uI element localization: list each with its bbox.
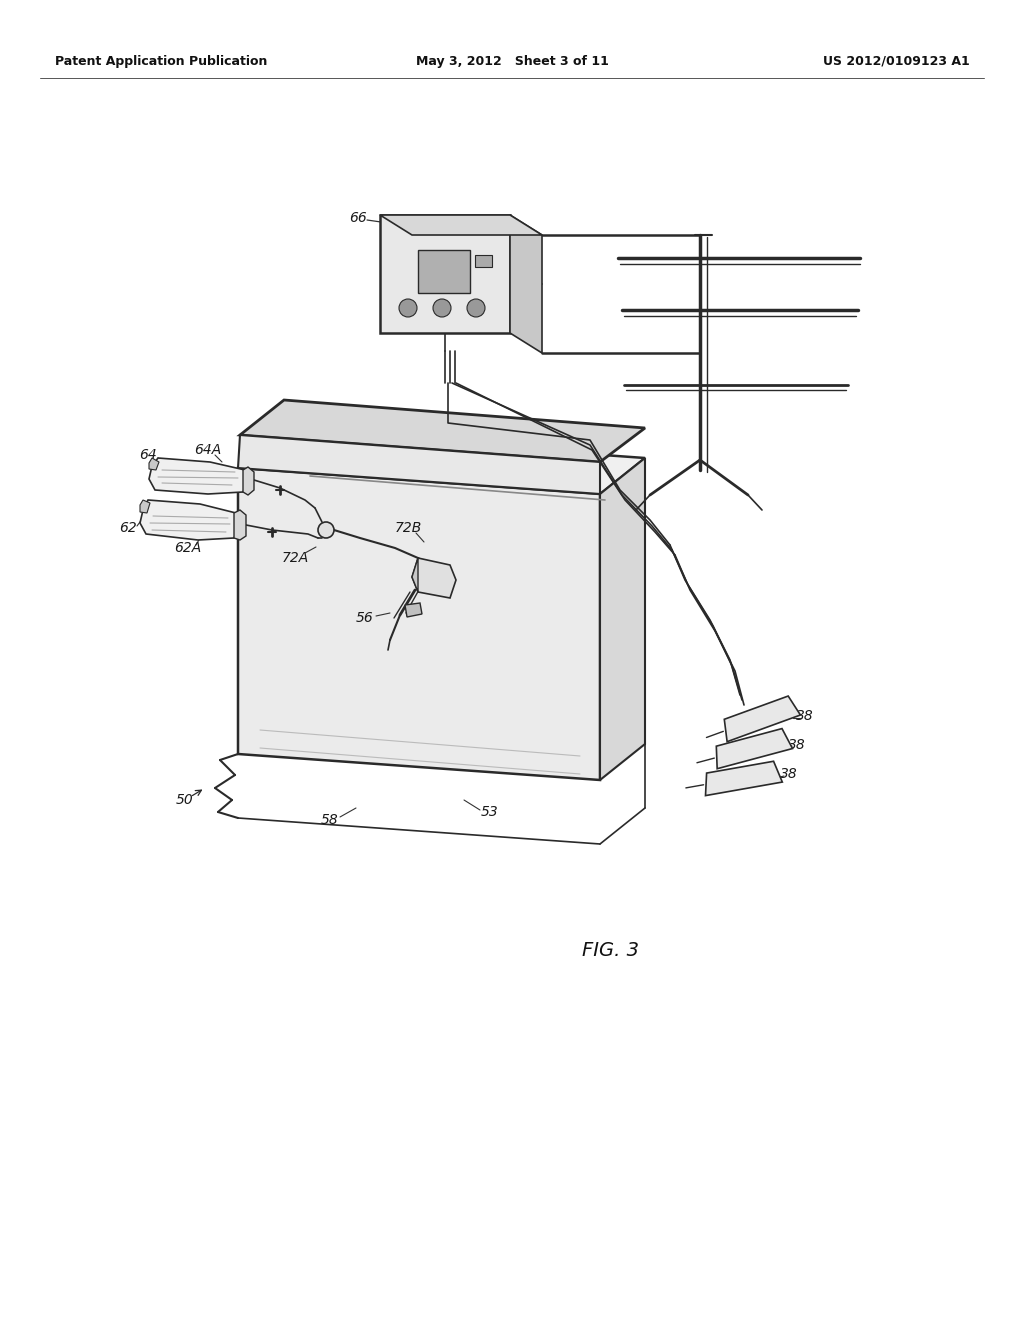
Text: S: S — [438, 263, 451, 281]
Polygon shape — [238, 436, 600, 494]
Polygon shape — [150, 458, 248, 494]
Polygon shape — [724, 696, 801, 742]
Polygon shape — [238, 432, 645, 494]
Text: 38: 38 — [796, 709, 814, 723]
Polygon shape — [475, 255, 492, 267]
Text: 53: 53 — [481, 805, 499, 818]
Polygon shape — [140, 500, 150, 513]
Text: FIG. 3: FIG. 3 — [582, 940, 639, 960]
Polygon shape — [600, 458, 645, 780]
Text: 72A: 72A — [282, 550, 308, 565]
Text: 50: 50 — [176, 793, 194, 807]
Circle shape — [433, 300, 451, 317]
Polygon shape — [380, 215, 510, 333]
Text: Patent Application Publication: Patent Application Publication — [55, 55, 267, 69]
Text: 58: 58 — [322, 813, 339, 828]
Polygon shape — [412, 558, 418, 591]
Text: US 2012/0109123 A1: US 2012/0109123 A1 — [823, 55, 970, 69]
Text: 38: 38 — [788, 738, 806, 752]
Circle shape — [318, 521, 334, 539]
Polygon shape — [412, 558, 456, 598]
Polygon shape — [238, 469, 600, 780]
Text: 56: 56 — [356, 611, 374, 624]
Text: 62: 62 — [119, 521, 137, 535]
Circle shape — [467, 300, 485, 317]
Polygon shape — [240, 400, 645, 462]
Polygon shape — [140, 500, 240, 540]
Polygon shape — [243, 467, 254, 495]
Text: 62A: 62A — [174, 541, 202, 554]
Polygon shape — [706, 762, 782, 796]
Polygon shape — [510, 215, 542, 352]
Polygon shape — [717, 729, 793, 768]
Polygon shape — [234, 510, 246, 540]
Text: May 3, 2012   Sheet 3 of 11: May 3, 2012 Sheet 3 of 11 — [416, 55, 608, 69]
Polygon shape — [380, 215, 542, 235]
Circle shape — [399, 300, 417, 317]
Text: 66: 66 — [349, 211, 367, 224]
Polygon shape — [150, 458, 159, 470]
Text: 72B: 72B — [394, 521, 422, 535]
Text: 64A: 64A — [195, 444, 221, 457]
Polygon shape — [418, 249, 470, 293]
Text: 64: 64 — [139, 447, 157, 462]
Text: 38: 38 — [780, 767, 798, 781]
Polygon shape — [406, 603, 422, 616]
